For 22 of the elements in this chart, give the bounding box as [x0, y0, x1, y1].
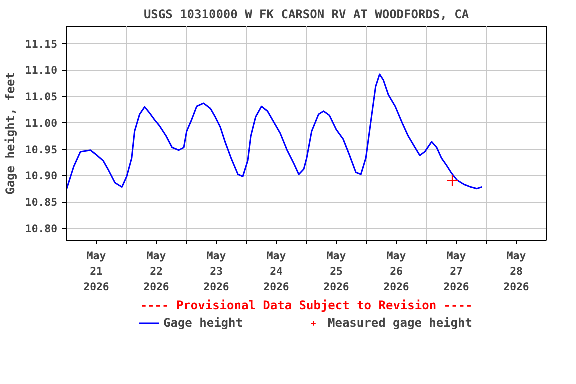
y-tick-label: 10.85 [25, 196, 58, 210]
x-tick-label: May 27 2026 [444, 250, 470, 294]
legend-label: Gage height [164, 316, 243, 330]
chart-title: USGS 10310000 W FK CARSON RV AT WOODFORDS, CA [144, 8, 470, 22]
x-tick-label: May 26 2026 [384, 250, 410, 294]
y-tick-label: 11.15 [25, 38, 58, 51]
y-tick-label: 10.95 [25, 143, 58, 156]
y-tick-label: 11.05 [25, 90, 58, 104]
text: ---- Provisional Data Subject to Revision ---- [140, 298, 473, 312]
x-tick-label: May 23 2026 [204, 250, 230, 294]
line-series [66, 74, 483, 190]
x-tick-label: May 22 2026 [144, 250, 170, 294]
y-tick-label: 10.80 [25, 222, 58, 236]
y-tick-label: 10.90 [25, 170, 58, 183]
y-tick-label: 11.00 [25, 116, 58, 130]
y-tick-label: 11.10 [25, 64, 58, 78]
x-tick-label: May 25 2026 [324, 250, 350, 294]
x-tick-label: May 24 2026 [264, 250, 290, 294]
x-tick-label: May 28 2026 [504, 250, 530, 294]
y-axis-title: Gage height, feet [3, 72, 18, 195]
x-tick-label: May 21 2026 [84, 250, 110, 294]
legend-label: Measured gage height [328, 316, 472, 330]
